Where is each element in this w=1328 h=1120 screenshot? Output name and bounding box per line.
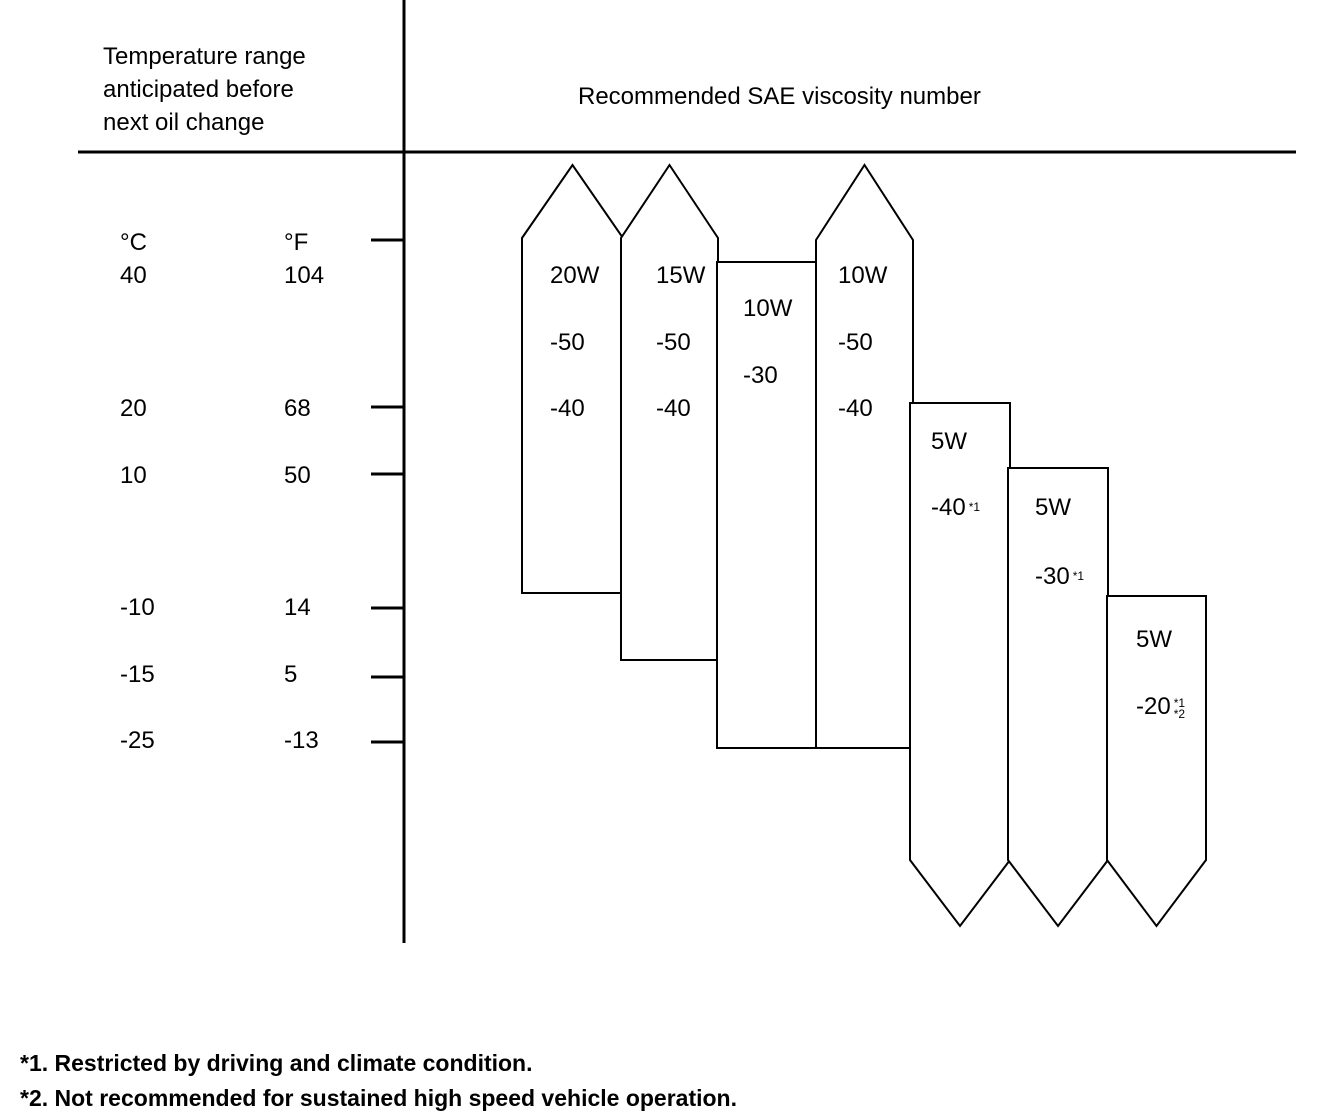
- viscosity-range-bar: [716, 261, 817, 749]
- fahrenheit-value: 68: [284, 395, 311, 422]
- footnote-mark: *2: [1173, 707, 1186, 721]
- fahrenheit-value: 14: [284, 594, 311, 621]
- grade-high-label-text: -50: [550, 329, 585, 356]
- grade-high-label: -20 *1 *2: [1136, 693, 1185, 721]
- left-header-line: anticipated before: [103, 76, 294, 103]
- grade-winter-label-text: 20W: [550, 262, 600, 289]
- fahrenheit-value: -13: [284, 727, 319, 754]
- celsius-value: 10: [120, 462, 147, 489]
- footnote-mark: *1: [968, 500, 981, 514]
- footnote-1: *1. Restricted by driving and climate co…: [20, 1050, 533, 1076]
- celsius-value: -15: [120, 661, 155, 688]
- footnote-2: *2. Not recommended for sustained high s…: [20, 1085, 737, 1111]
- fahrenheit-value: 50: [284, 462, 311, 489]
- grade-winter-label: 10W: [838, 262, 887, 290]
- grade-high-label: -30: [743, 362, 778, 390]
- footnote-mark: *1: [1173, 696, 1186, 710]
- viscosity-range-bar: [1106, 595, 1207, 928]
- grade-high-label-text: -30: [1035, 563, 1070, 590]
- grade-high-label-text: -40: [931, 494, 966, 521]
- grade-high-label: -30 *1: [1035, 563, 1084, 591]
- left-header: Temperature range anticipated before nex…: [103, 40, 306, 139]
- viscosity-range-bar: [909, 402, 1011, 928]
- grade-high-label: -50: [838, 329, 873, 357]
- grade-winter-label: 5W: [1035, 494, 1071, 522]
- celsius-value: 40: [120, 262, 147, 289]
- grade-high-label-text: -50: [656, 329, 691, 356]
- footnote-mark: *1: [1072, 569, 1085, 583]
- grade-alt-label-text: -40: [550, 395, 585, 422]
- grade-high-label: -40 *1: [931, 494, 980, 522]
- grade-alt-label-text: -40: [656, 395, 691, 422]
- celsius-value: -25: [120, 727, 155, 754]
- left-header-line: next oil change: [103, 109, 265, 136]
- celsius-unit: °C: [120, 229, 147, 256]
- celsius-value: 20: [120, 395, 147, 422]
- grade-winter-label-text: 15W: [656, 262, 706, 289]
- fahrenheit-value: 104: [284, 262, 325, 289]
- grade-high-label-text: -20: [1136, 693, 1171, 720]
- grade-high-label: -50: [550, 329, 585, 357]
- grade-winter-label: 5W: [931, 428, 967, 456]
- grade-alt-label: -40: [838, 395, 873, 423]
- grade-winter-label-text: 10W: [838, 262, 888, 289]
- grade-high-label-text: -30: [743, 362, 778, 389]
- grade-winter-label-text: 5W: [1035, 494, 1071, 521]
- grade-alt-label-text: -40: [838, 395, 873, 422]
- grade-winter-label: 15W: [656, 262, 705, 290]
- grade-alt-label: -40: [656, 395, 691, 423]
- grade-high-label-text: -50: [838, 329, 873, 356]
- grade-winter-label: 5W: [1136, 626, 1172, 654]
- grade-winter-label-text: 10W: [743, 295, 793, 322]
- viscosity-range-bar: [815, 163, 914, 749]
- grade-high-label: -50: [656, 329, 691, 357]
- fahrenheit-unit: °F: [284, 229, 309, 256]
- grade-alt-label: -40: [550, 395, 585, 423]
- grade-winter-label-text: 5W: [931, 428, 967, 455]
- grade-winter-label: 10W: [743, 295, 792, 323]
- viscosity-range-bar: [1007, 467, 1109, 928]
- right-header: Recommended SAE viscosity number: [578, 83, 981, 110]
- grade-winter-label-text: 5W: [1136, 626, 1172, 653]
- viscosity-range-bar: [521, 163, 624, 594]
- fahrenheit-value: 5: [284, 661, 298, 688]
- left-header-line: Temperature range: [103, 43, 306, 70]
- grade-winter-label: 20W: [550, 262, 599, 290]
- footnote-marks: *1 *2: [1173, 696, 1186, 721]
- celsius-value: -10: [120, 594, 155, 621]
